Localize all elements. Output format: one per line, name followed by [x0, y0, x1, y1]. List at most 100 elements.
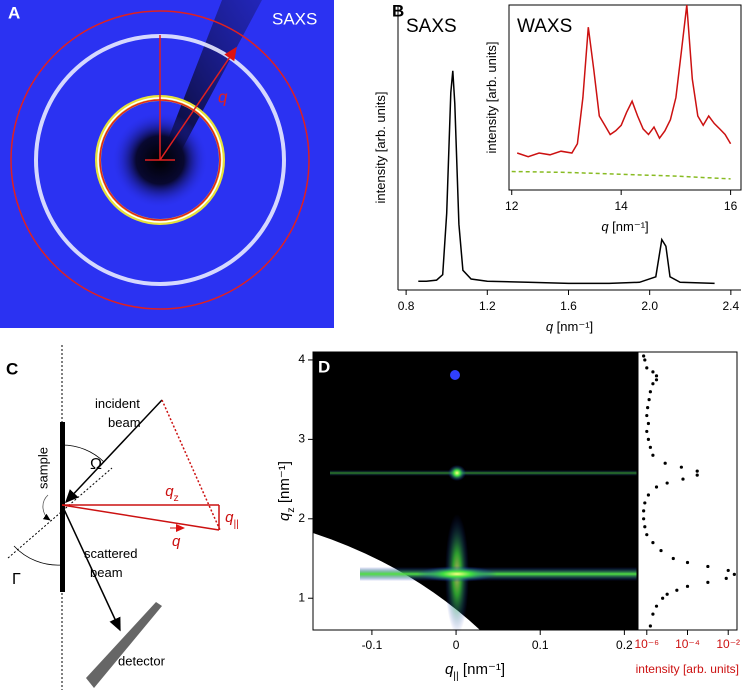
- label-unit: intensity [arb. units]: [636, 662, 739, 676]
- image-frame: [312, 351, 638, 631]
- panel-label: A: [8, 3, 20, 22]
- data-point: [695, 473, 699, 477]
- x-axis-label: q [nm⁻¹]: [546, 319, 593, 334]
- label-unit: [nm⁻¹]: [276, 461, 293, 507]
- data-point: [695, 469, 699, 473]
- label-unit: intensity [arb. units]: [484, 42, 499, 154]
- data-point: [648, 445, 652, 449]
- inset-frame: [508, 4, 742, 191]
- data-point: [675, 588, 679, 592]
- data-point: [651, 370, 655, 374]
- panel-label: C: [6, 359, 18, 378]
- shadow-region: [313, 533, 480, 630]
- data-point: [685, 560, 690, 565]
- data-point: [645, 366, 649, 370]
- label-symbol: q: [165, 483, 174, 500]
- label-symbol: q: [601, 219, 609, 234]
- q-vector-label: q: [172, 533, 181, 550]
- x-tick-label: 0.8: [398, 299, 415, 313]
- y-tick-label: 2: [298, 511, 305, 525]
- data-point: [643, 358, 647, 362]
- data-point: [646, 421, 651, 426]
- data-point: [724, 576, 728, 580]
- text-line: scattered: [84, 546, 137, 561]
- x-tick-label: 10⁻⁶: [634, 637, 659, 651]
- text-line: incident: [95, 396, 140, 411]
- x-tick-label: 14: [614, 199, 628, 213]
- label-symbol: q: [276, 512, 293, 521]
- label-symbol: q: [445, 661, 454, 678]
- data-point: [645, 413, 649, 418]
- x-tick-label: 1.6: [560, 299, 577, 313]
- panel-a: A SAXS q: [0, 0, 334, 328]
- panel-label: D: [318, 357, 330, 376]
- x-tick-label: 2.0: [641, 299, 658, 313]
- y-tick-label: 1: [298, 590, 305, 604]
- chart-title: WAXS: [517, 16, 572, 37]
- label-subscript: ||: [453, 670, 458, 682]
- data-point: [651, 453, 655, 457]
- x-tick-label: 0.1: [532, 638, 549, 652]
- bragg-peak: [450, 370, 460, 380]
- data-point: [661, 596, 665, 600]
- label-subscript: ||: [233, 518, 238, 530]
- bragg-sheet: [360, 567, 637, 581]
- data-point: [648, 624, 652, 628]
- bragg-peak: [448, 465, 466, 481]
- label-symbol: q: [546, 319, 554, 334]
- label-unit: intensity [arb. units]: [373, 92, 388, 204]
- qpar-label: q||: [225, 509, 239, 530]
- label-unit: [nm⁻¹]: [553, 319, 593, 334]
- data-point: [642, 509, 646, 513]
- x-tick-label: 0: [453, 638, 460, 652]
- scattered-beam: [61, 504, 121, 632]
- bragg-peak: [417, 566, 497, 582]
- incident-beam: [64, 399, 163, 504]
- data-point: [651, 612, 655, 616]
- sample-label: sample: [35, 447, 50, 489]
- detector-label: detector: [118, 653, 166, 668]
- data-point: [679, 465, 683, 469]
- data-point: [732, 572, 736, 577]
- beam-projection: [161, 399, 221, 531]
- q-label: q: [218, 87, 228, 106]
- panel-c: incident beam Ω sample Γ scattered beam de…: [7, 345, 221, 690]
- panel-d-image: [313, 352, 637, 634]
- x-tick-label: -0.1: [362, 638, 383, 652]
- label-unit: [nm⁻¹]: [609, 219, 649, 234]
- x-tick-label: 0.2: [616, 638, 633, 652]
- data-point: [645, 429, 649, 434]
- data-line: [516, 4, 732, 158]
- data-point: [663, 461, 667, 465]
- data-point: [685, 584, 690, 588]
- data-point: [654, 374, 659, 378]
- chart-title: SAXS: [406, 16, 457, 37]
- data-point: [654, 604, 659, 608]
- data-point: [681, 477, 685, 481]
- data-point: [646, 406, 650, 410]
- data-point: [646, 493, 651, 497]
- gamma-label: Γ: [12, 571, 21, 588]
- label-symbol: q: [225, 509, 234, 526]
- data-point: [726, 568, 730, 573]
- profile-frame: [637, 351, 738, 631]
- gamma-arc: [13, 545, 63, 566]
- data-point: [647, 398, 651, 402]
- x-tick-label: 1.2: [479, 299, 496, 313]
- data-point: [665, 481, 669, 485]
- data-point: [654, 378, 659, 382]
- data-point: [659, 548, 663, 553]
- text-line: beam: [90, 565, 123, 580]
- omega-arc: [61, 444, 105, 463]
- x-axis-label: intensity [arb. units]: [636, 662, 739, 676]
- bragg-sheet: [330, 470, 637, 476]
- data-point: [651, 382, 655, 386]
- x-axis-label: q|| [nm⁻¹]: [445, 661, 505, 682]
- x-tick-label: 10⁻⁴: [675, 637, 700, 651]
- label-subscript: z: [285, 507, 297, 512]
- data-point: [643, 501, 647, 505]
- data-point: [645, 533, 649, 537]
- label-subscript: z: [174, 492, 179, 504]
- x-tick-label: 16: [724, 199, 738, 213]
